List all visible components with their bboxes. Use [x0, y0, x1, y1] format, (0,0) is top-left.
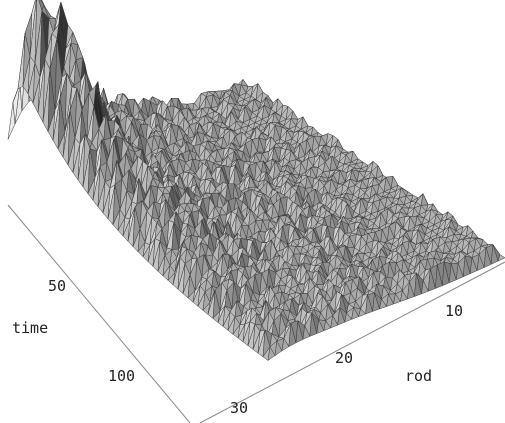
- surface-facet: [435, 264, 443, 289]
- surface-facet: [344, 312, 353, 323]
- surface-facet: [462, 255, 471, 278]
- time-tick-label-100: 100: [108, 367, 135, 385]
- time-axis-line: [7, 204, 191, 423]
- time-axis-label: time: [12, 319, 48, 337]
- surface-facet: [267, 346, 276, 362]
- surface-facet: [330, 314, 339, 329]
- surface-facet: [351, 306, 359, 320]
- surface-facet: [497, 254, 505, 262]
- surface-facet: [407, 282, 415, 300]
- surface-facet: [358, 308, 367, 318]
- surface-facet: [448, 263, 457, 284]
- rod-axis-label: rod: [405, 367, 432, 385]
- surface-facet: [309, 312, 318, 337]
- surface-mesh: [7, 0, 505, 362]
- surface-facet: [490, 244, 499, 265]
- rod-tick-label-30: 30: [230, 399, 248, 417]
- surface-facet: [442, 261, 450, 287]
- surface-facet: [316, 318, 325, 334]
- surface-facet: [337, 307, 346, 326]
- rod-tick-label-20: 20: [335, 349, 353, 367]
- surface-facet: [323, 320, 332, 332]
- surface-facet: [421, 279, 429, 295]
- rod-axis-line: [199, 261, 505, 423]
- surface-facet: [386, 293, 394, 307]
- surface-facet: [400, 289, 408, 302]
- surface-facet: [372, 293, 380, 312]
- surface-facet: [281, 337, 290, 352]
- surface-facet: [455, 263, 464, 281]
- time-tick-label-50: 50: [48, 277, 66, 295]
- surface-facet: [302, 324, 311, 340]
- surface-facet: [428, 268, 436, 292]
- surface-facet: [476, 254, 485, 272]
- surface-facet: [274, 339, 283, 357]
- surface-facet: [483, 247, 492, 268]
- axes: 10 20 30 rod 50 100 time: [7, 204, 505, 423]
- surface-facet: [288, 322, 297, 348]
- surface-facet: [365, 294, 373, 315]
- surface-facet: [295, 320, 304, 344]
- surface-facet: [469, 257, 478, 275]
- surface-facet: [414, 272, 422, 297]
- rod-tick-label-10: 10: [445, 302, 463, 320]
- surface-facet: [393, 293, 401, 305]
- surface-facet: [379, 298, 387, 310]
